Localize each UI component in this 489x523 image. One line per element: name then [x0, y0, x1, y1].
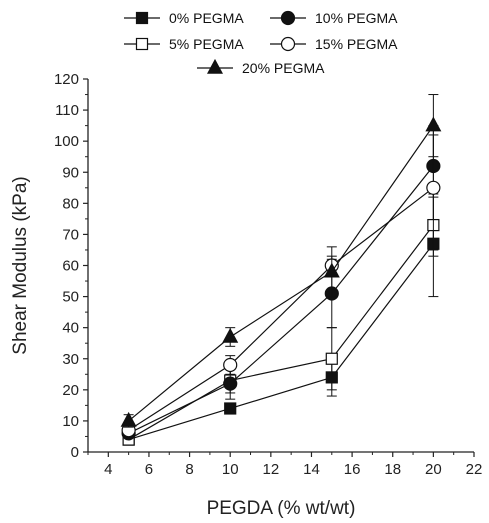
y-tick-label: 60: [62, 258, 79, 275]
x-tick-label: 16: [344, 461, 361, 478]
series-line: [128, 224, 434, 441]
x-tick-label: 12: [262, 461, 279, 478]
legend-entry: 10% PEGMA: [270, 10, 398, 26]
legend-entry: 20% PEGMA: [197, 58, 325, 76]
legend-marker: [206, 58, 224, 74]
series-line: [128, 243, 434, 441]
y-tick-label: 30: [62, 351, 79, 368]
legend-marker: [280, 36, 296, 52]
data-point: [223, 376, 238, 391]
series-line: [128, 165, 434, 434]
y-tick-label: 50: [62, 289, 79, 306]
x-tick-label: 8: [185, 461, 193, 478]
legend-marker: [135, 37, 149, 51]
x-tick-label: 20: [425, 461, 442, 478]
y-tick-label: 110: [55, 102, 79, 119]
x-tick-label: 10: [222, 461, 239, 478]
legend-marker: [135, 11, 149, 25]
data-point: [325, 352, 338, 365]
y-tick-label: 0: [71, 444, 79, 461]
axes: 0 10 20 30 40 50 60 70 80 90 100 110 120 4 6 8 10 12 14 16 1…: [54, 71, 482, 478]
y-tick-label: 80: [62, 195, 79, 212]
data-point: [120, 411, 137, 427]
legend-entry: 15% PEGMA: [270, 36, 398, 52]
series-10-pegma: [121, 134, 441, 441]
series-15-pegma: [121, 125, 441, 438]
y-tick-label: 40: [62, 320, 79, 337]
x-tick-label: 14: [303, 461, 320, 478]
series-20-pegma: [120, 94, 442, 428]
series-5-pegma: [122, 193, 440, 446]
y-tick-label: 120: [54, 71, 79, 88]
x-tick-label: 22: [466, 461, 483, 478]
x-tick-label: 18: [384, 461, 401, 478]
x-axis-title: PEGDA (% wt/wt): [207, 498, 356, 519]
series-0-pegma: [122, 190, 440, 446]
legend-entry: 0% PEGMA: [124, 10, 244, 26]
legend-label: 0% PEGMA: [169, 10, 244, 26]
series-line: [128, 187, 434, 431]
data-point: [223, 357, 238, 373]
data-point: [222, 327, 239, 343]
legend-marker: [280, 10, 296, 26]
x-tick-label: 6: [145, 461, 153, 478]
series-line: [128, 125, 434, 422]
y-tick-label: 70: [62, 226, 79, 243]
legend-entry: 5% PEGMA: [124, 36, 244, 52]
legend-label: 5% PEGMA: [169, 36, 244, 52]
data-point: [425, 116, 442, 132]
legend-label: 15% PEGMA: [315, 36, 398, 52]
y-axis-title: Shear Modulus (kPa): [10, 176, 31, 354]
y-tick-label: 100: [54, 133, 79, 150]
legend: 0% PEGMA 5% PEGMA 10% PEGMA 15% PEGMA 20% PE…: [124, 10, 398, 76]
y-tick-label: 10: [62, 413, 79, 430]
x-tick-label: 4: [104, 461, 112, 478]
y-tick-label: 90: [62, 164, 79, 181]
legend-label: 10% PEGMA: [315, 10, 398, 26]
plot-area: [120, 94, 442, 446]
y-tick-label: 20: [62, 382, 79, 399]
data-point: [224, 402, 237, 415]
data-point: [323, 262, 340, 278]
data-point: [426, 180, 441, 195]
legend-label: 20% PEGMA: [242, 60, 325, 76]
